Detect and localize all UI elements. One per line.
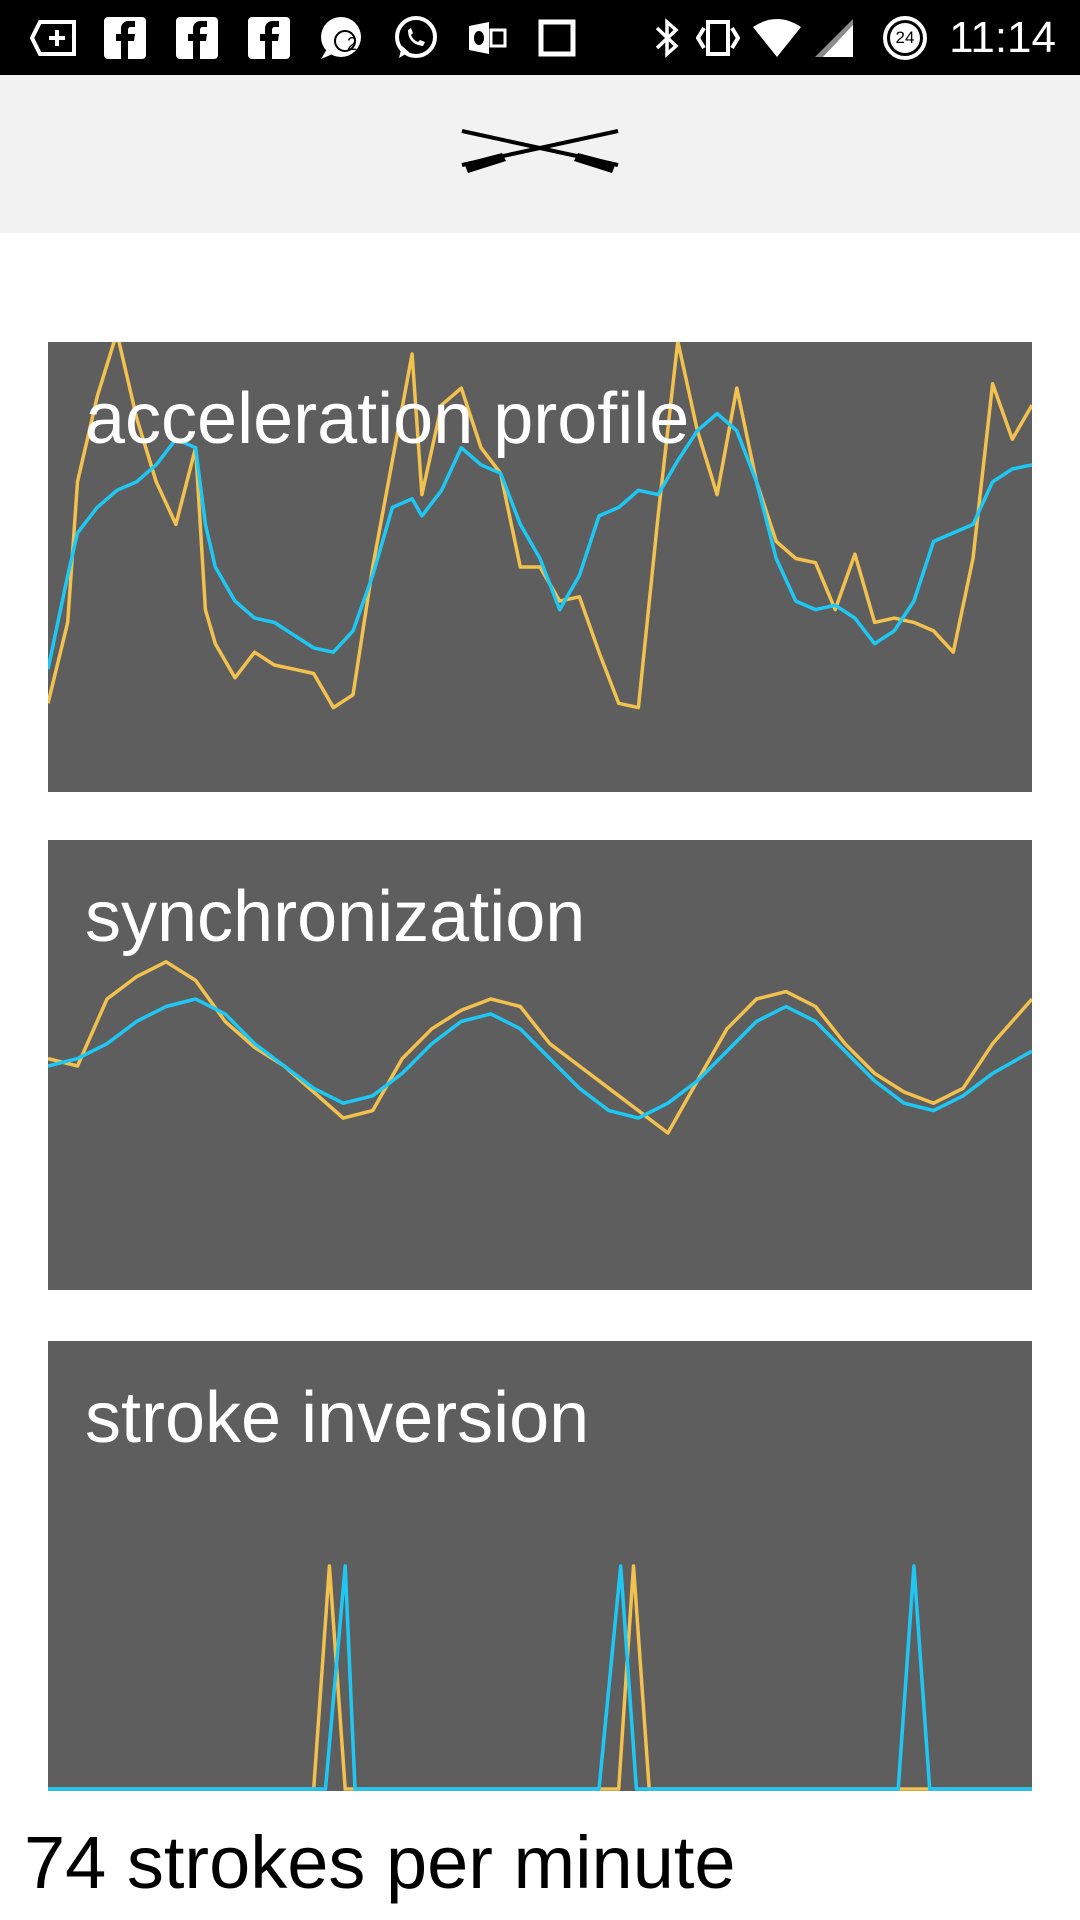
- series-line-2: [48, 411, 1032, 670]
- stroke-inversion-chart: [48, 1564, 1032, 1791]
- synchronization-panel: synchronization: [48, 840, 1032, 1290]
- acceleration-profile-chart: [48, 342, 1032, 710]
- chat-bubble-icon: [316, 0, 366, 75]
- crossed-oars-icon: [461, 129, 619, 173]
- facebook-icon: [102, 0, 148, 75]
- panel-title: synchronization: [85, 877, 586, 957]
- outlook-icon: [466, 0, 508, 75]
- square-icon: [536, 0, 578, 75]
- panel-title: stroke inversion: [85, 1378, 590, 1458]
- status-bar: 2 24 11:14: [0, 0, 1080, 75]
- clock: 11:14: [949, 13, 1056, 62]
- add-box-icon: [28, 0, 80, 75]
- bluetooth-icon: [650, 0, 684, 75]
- data-saver-count: 24: [895, 28, 915, 47]
- wifi-icon: [752, 0, 802, 75]
- series-line-2: [48, 997, 1032, 1120]
- facebook-icon: [246, 0, 292, 75]
- notification-count: 2: [346, 34, 357, 54]
- series-line-1: [48, 1564, 1032, 1791]
- synchronization-chart: [48, 960, 1032, 1135]
- panel-title: acceleration profile: [85, 379, 690, 459]
- series-line-1: [48, 960, 1032, 1135]
- strokes-per-minute-text: 74 strokes per minute: [24, 1821, 736, 1904]
- app-bar: [0, 75, 1080, 233]
- data-saver-icon: [880, 0, 930, 75]
- series-line-2: [48, 1564, 1032, 1791]
- stroke-inversion-panel: stroke inversion: [48, 1341, 1032, 1791]
- series-line-1: [48, 342, 1032, 710]
- acceleration-profile-panel: acceleration profile: [48, 342, 1032, 792]
- signal-icon: [812, 0, 856, 75]
- facebook-icon: [174, 0, 220, 75]
- whatsapp-icon: [390, 0, 440, 75]
- vibrate-icon: [696, 0, 740, 75]
